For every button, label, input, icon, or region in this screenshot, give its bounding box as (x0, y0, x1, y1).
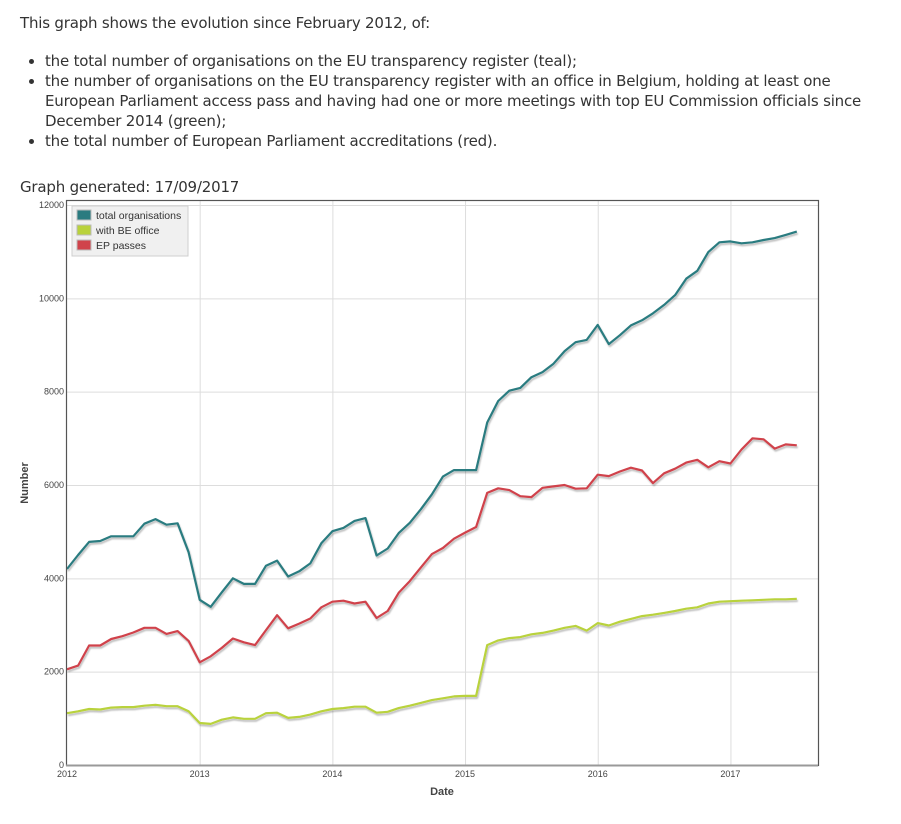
legend-swatch-total-organisations (76, 209, 92, 221)
intro-text: This graph shows the evolution since Feb… (20, 13, 890, 151)
x-tick-label: 2014 (322, 769, 342, 779)
plot-frame (65, 199, 820, 767)
legend-label-ep-passes: EP passes (96, 240, 146, 252)
y-axis-ticks: 0 2000 4000 6000 8000 10000 12000 (39, 200, 64, 770)
x-tick-label: 2016 (588, 769, 608, 779)
y-tick-label: 8000 (44, 387, 64, 397)
chart-series (66, 230, 798, 725)
y-tick-label: 0 (59, 760, 64, 770)
series-line-with-be-office (66, 597, 797, 725)
intro-lead: This graph shows the evolution since Feb… (20, 14, 430, 32)
legend-swatch-with-be-office (76, 224, 92, 236)
series-line-total-organisations (66, 230, 798, 608)
y-tick-label: 10000 (39, 293, 64, 303)
x-axis-title: Date (430, 786, 454, 798)
x-tick-label: 2017 (720, 769, 740, 779)
chart-grid (67, 200, 818, 765)
intro-bullet-green: the number of organisations on the EU tr… (45, 71, 890, 131)
series-line-ep-passes (66, 437, 797, 671)
x-tick-label: 2013 (190, 769, 210, 779)
intro-bullet-teal: the total number of organisations on the… (45, 51, 890, 71)
intro-bullet-red: the total number of European Parliament … (45, 131, 890, 151)
x-tick-label: 2012 (57, 769, 77, 779)
y-tick-label: 4000 (44, 573, 64, 583)
y-tick-label: 12000 (39, 200, 64, 210)
y-axis-title: Number (19, 462, 31, 504)
legend-swatch-ep-passes (76, 239, 92, 251)
y-tick-label: 6000 (44, 480, 64, 490)
intro-bullet-list: the total number of organisations on the… (20, 51, 890, 151)
graph-generated-date: Graph generated: 17/09/2017 (20, 178, 240, 196)
legend-label-total-organisations: total organisations (96, 210, 181, 222)
y-tick-label: 2000 (44, 667, 64, 677)
x-tick-label: 2015 (455, 769, 475, 779)
legend: total organisations with BE office EP pa… (71, 205, 189, 257)
x-axis-ticks: 2012 2013 2014 2015 2016 2017 (57, 769, 740, 779)
legend-label-with-be-office: with BE office (95, 225, 160, 237)
